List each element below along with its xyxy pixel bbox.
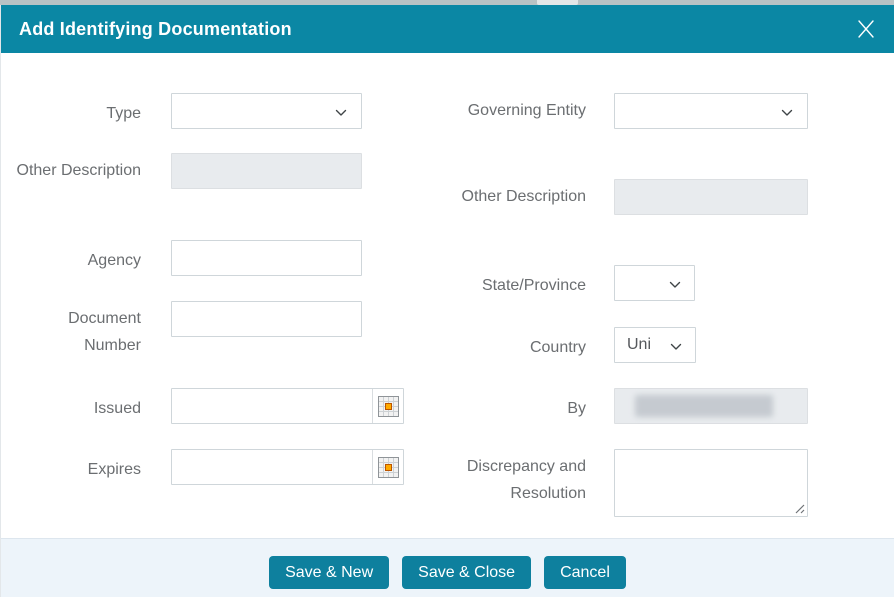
cancel-button[interactable]: Cancel xyxy=(544,556,626,589)
expires-date-picker-button[interactable] xyxy=(372,450,403,484)
type-select[interactable] xyxy=(171,93,362,129)
calendar-icon xyxy=(377,395,399,417)
state-province-select[interactable] xyxy=(614,265,695,301)
calendar-icon xyxy=(377,456,399,478)
by-label: By xyxy=(567,400,586,417)
add-identifying-documentation-dialog: Add Identifying Documentation Type Other… xyxy=(0,5,894,597)
discrepancy-textarea[interactable] xyxy=(614,449,808,517)
background-page-edge xyxy=(0,0,894,5)
country-label: Country xyxy=(529,339,586,356)
close-icon xyxy=(858,20,874,38)
document-number-label: Document Number xyxy=(68,310,141,354)
chevron-down-icon xyxy=(669,281,681,288)
chevron-down-icon xyxy=(670,343,682,350)
expires-date-field xyxy=(171,449,404,485)
country-select-value: Uni xyxy=(627,336,652,353)
issued-label: Issued xyxy=(93,400,141,417)
issued-date-picker-button[interactable] xyxy=(372,389,403,423)
governing-entity-label: Governing Entity xyxy=(467,102,586,119)
other-description-right-label: Other Description xyxy=(461,188,587,205)
dialog-title: Add Identifying Documentation xyxy=(19,18,292,39)
issued-date-field xyxy=(171,388,404,424)
save-and-new-button[interactable]: Save & New xyxy=(269,556,390,589)
other-description-left-field xyxy=(171,153,362,189)
document-number-field[interactable] xyxy=(171,301,362,337)
governing-entity-select[interactable] xyxy=(614,93,808,129)
close-button[interactable] xyxy=(850,13,882,45)
country-select[interactable]: Uni xyxy=(614,327,696,363)
agency-label: Agency xyxy=(87,252,141,269)
issued-date-input[interactable] xyxy=(172,389,372,423)
by-field xyxy=(614,388,808,424)
state-province-label: State/Province xyxy=(481,277,586,294)
agency-field[interactable] xyxy=(171,240,362,276)
chevron-down-icon xyxy=(335,109,347,116)
dialog-footer: Save & New Save & Close Cancel xyxy=(1,538,894,597)
expires-label: Expires xyxy=(87,461,141,478)
dialog-body: Type Other Description Agency Document N… xyxy=(1,53,894,538)
redacted-text xyxy=(635,395,773,417)
other-description-right-field xyxy=(614,179,808,215)
type-label: Type xyxy=(106,105,141,122)
expires-date-input[interactable] xyxy=(172,450,372,484)
dialog-header: Add Identifying Documentation xyxy=(1,5,894,53)
chevron-down-icon xyxy=(781,109,793,116)
other-description-left-label: Other Description xyxy=(16,162,142,179)
background-page-tab xyxy=(537,0,578,5)
discrepancy-label: Discrepancy and Resolution xyxy=(466,458,586,502)
save-and-close-button[interactable]: Save & Close xyxy=(402,556,532,589)
